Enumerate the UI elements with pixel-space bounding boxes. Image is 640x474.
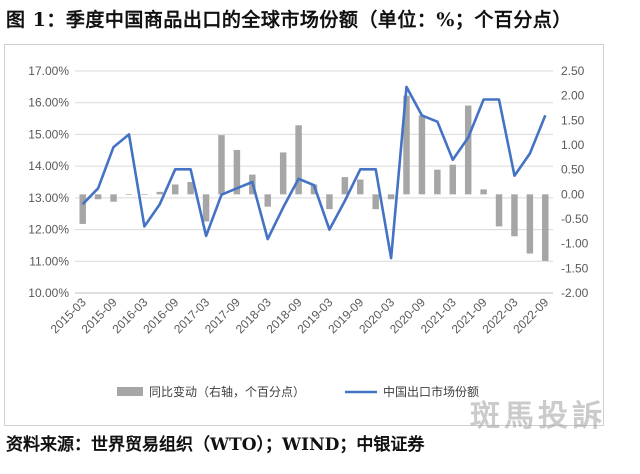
left-tick-label: 16.00% [28,96,69,110]
right-axis: -2.00 -1.50 -1.00 -0.50 0.00 0.50 1.00 1.50 2.00… [561,64,589,300]
left-tick-label: 15.00% [28,127,69,141]
bar [372,194,379,210]
bar [264,194,271,207]
bar [542,194,549,261]
market-share-line [81,85,547,260]
right-tick-label: 2.00 [561,89,585,103]
bar [357,179,364,195]
bar-layer [79,95,549,261]
source-note: 资料来源：世界贸易组织（WTO）；WIND；中银证券 [6,435,425,455]
bar [171,184,179,195]
legend-line-label: 中国出口市场份额 [383,384,479,399]
right-tick-label: 2.50 [561,64,585,78]
bar [141,194,148,195]
market-share-chart: 10.00% 11.00% 12.00% 13.00% 14.00% 15.00% 16.0… [28,64,589,399]
bar [403,95,410,195]
bar [94,194,102,200]
watermark-logo: 斑馬投訴 [470,399,606,434]
bar [526,194,534,254]
bar [495,194,503,227]
bar [125,194,133,195]
right-tick-label: -2.00 [561,286,589,300]
bar [310,184,318,195]
bar [511,194,518,237]
chart-frame: 10.00% 11.00% 12.00% 13.00% 14.00% 15.00% 16.0… [4,44,604,426]
figure-title: 图 1：季度中国商品出口的全球市场份额（单位：%；个百分点） [6,9,572,31]
legend: 同比变动（右轴，个百分点） 中国出口市场份额 [117,384,479,399]
bar [387,194,395,200]
right-tick-label: 1.50 [561,113,585,127]
bar [480,189,487,195]
left-tick-label: 10.00% [28,286,69,300]
left-tick-label: 11.00% [29,254,69,268]
bar [202,194,210,222]
bar [233,149,241,195]
right-tick-label: 0.50 [561,163,585,177]
left-tick-label: 13.00% [28,191,69,205]
right-tick-label: 0.00 [561,187,585,201]
bar [110,194,117,202]
left-tick-label: 14.00% [28,159,69,173]
bar [156,191,164,195]
bar [418,115,426,195]
bar [326,194,333,210]
bar [464,105,472,195]
bar [295,125,302,195]
line-layer [81,85,547,260]
bar [449,164,457,195]
x-axis: 2015-032015-092016-032016-092017-032017-… [48,292,553,336]
right-tick-label: 1.00 [561,138,585,152]
legend-bar-swatch [117,387,143,396]
bar [341,177,349,195]
bar [434,169,441,195]
bar [79,194,86,224]
grid-layer [75,70,553,294]
left-tick-label: 17.00% [28,64,69,78]
right-tick-label: -1.00 [561,237,589,251]
left-axis: 10.00% 11.00% 12.00% 13.00% 14.00% 15.00% 16.0… [28,64,69,300]
bar [279,152,287,195]
right-tick-label: -1.50 [561,261,589,275]
legend-bar-label: 同比变动（右轴，个百分点） [149,384,305,399]
bar [218,135,225,195]
right-tick-label: -0.50 [561,212,589,226]
bar [187,182,194,195]
left-tick-label: 12.00% [28,223,69,237]
